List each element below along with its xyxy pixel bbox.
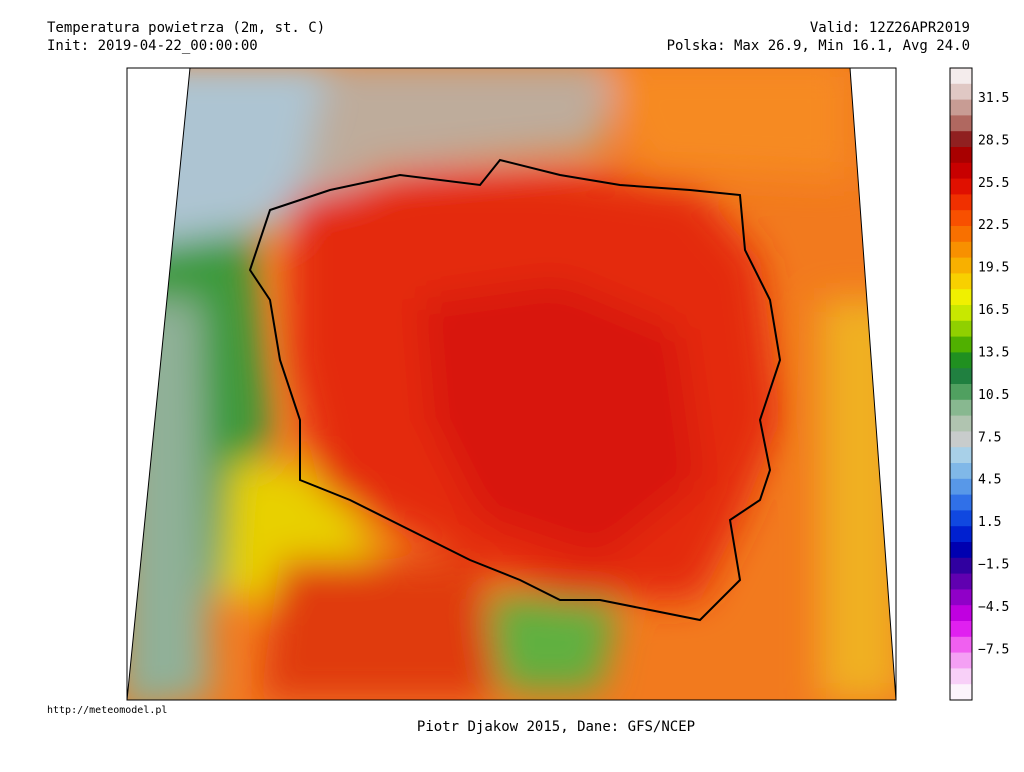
colorbar-label: 22.5	[978, 218, 1009, 233]
colorbar-swatch	[950, 447, 972, 464]
colorbar-label: 4.5	[978, 473, 1001, 488]
colorbar-frame	[949, 67, 973, 701]
colorbar-swatch	[950, 494, 972, 511]
init: Init: 2019-04-22_00:00:00	[47, 38, 258, 54]
colorbar-swatch	[950, 415, 972, 432]
colorbar-swatch	[950, 336, 972, 353]
colorbar-label: 28.5	[978, 133, 1009, 148]
colorbar-label: 25.5	[978, 176, 1009, 191]
colorbar-swatch	[950, 399, 972, 417]
valid: Valid: 12Z26APR2019	[810, 20, 970, 36]
colorbar-swatch	[950, 621, 972, 638]
colorbar-swatch	[950, 178, 972, 195]
colorbar: 31.5 28.5 25.5 22.5 19.5 16.5 13.5 10.5 7.5 4.5 1.…	[949, 67, 1009, 701]
title: Temperatura powietrza (2m, st. C)	[47, 20, 325, 36]
colorbar-swatch	[950, 210, 972, 227]
colorbar-swatch	[950, 557, 972, 575]
colorbar-swatch	[950, 605, 972, 622]
colorbar-swatch	[950, 273, 972, 290]
colorbar-swatch	[950, 463, 972, 480]
colorbar-swatch	[950, 241, 972, 259]
colorbar-swatch	[950, 668, 972, 685]
colorbar-swatch	[950, 68, 972, 85]
colorbar-swatch	[950, 115, 972, 132]
credit: Piotr Djakow 2015, Dane: GFS/NCEP	[417, 719, 695, 735]
stats: Polska: Max 26.9, Min 16.1, Avg 24.0	[667, 38, 970, 54]
url: http://meteomodel.pl	[47, 705, 167, 716]
colorbar-swatch	[950, 289, 972, 306]
colorbar-label: −7.5	[978, 642, 1009, 657]
colorbar-swatch	[950, 226, 972, 243]
temperature-field	[127, 68, 896, 700]
colorbar-label: 7.5	[978, 430, 1001, 445]
colorbar-swatch	[950, 320, 972, 338]
colorbar-swatch	[950, 131, 972, 148]
colorbar-swatch	[950, 368, 972, 385]
colorbar-swatch	[950, 510, 972, 527]
colorbar-swatch	[950, 352, 972, 369]
colorbar-label: 10.5	[978, 388, 1009, 403]
colorbar-swatch	[950, 589, 972, 606]
colorbar-label: 31.5	[978, 91, 1009, 106]
colorbar-label: 13.5	[978, 345, 1009, 360]
colorbar-swatch	[950, 431, 972, 448]
colorbar-swatch	[950, 478, 972, 496]
colorbar-label: 1.5	[978, 515, 1001, 530]
colorbar-swatch	[950, 684, 972, 701]
colorbar-swatch	[950, 542, 972, 559]
colorbar-label: −4.5	[978, 600, 1009, 615]
colorbar-label: 19.5	[978, 261, 1009, 276]
map-frame	[126, 67, 897, 701]
colorbar-swatch	[950, 305, 972, 322]
colorbar-label: 16.5	[978, 303, 1009, 318]
colorbar-label: −1.5	[978, 558, 1009, 573]
colorbar-swatch	[950, 99, 972, 116]
colorbar-swatch	[950, 526, 972, 543]
colorbar-swatch	[950, 162, 972, 180]
colorbar-swatch	[950, 194, 972, 211]
colorbar-swatch	[950, 147, 972, 164]
colorbar-swatch	[950, 384, 972, 401]
colorbar-swatch	[950, 83, 972, 101]
colorbar-swatch	[950, 257, 972, 274]
colorbar-swatch	[950, 636, 972, 654]
colorbar-swatch	[950, 652, 972, 669]
country-border	[248, 158, 782, 622]
colorbar-swatch	[950, 573, 972, 590]
